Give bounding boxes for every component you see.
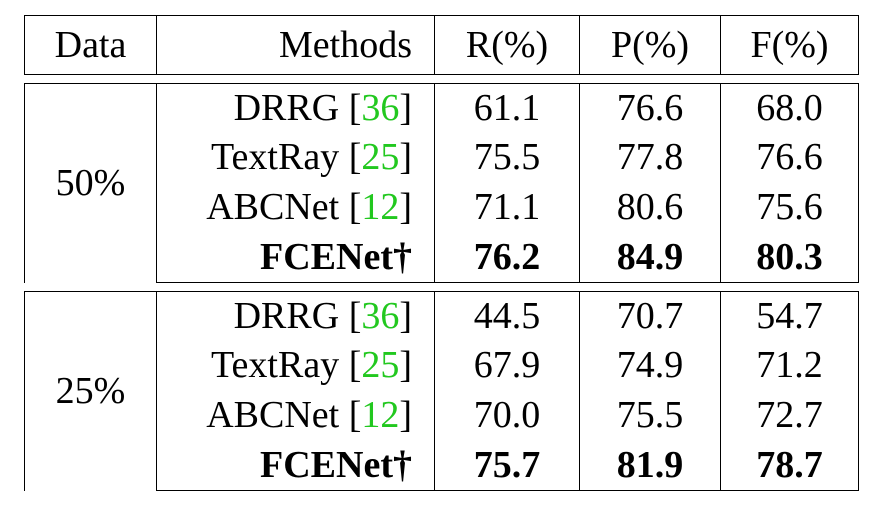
recall-value: 44.5 [434, 291, 580, 340]
recall-value: 70.0 [434, 390, 580, 440]
data-ratio: 25% [24, 291, 157, 491]
method-name: FCENet† [260, 236, 412, 278]
precision-value: 70.7 [579, 291, 721, 340]
method-name: FCENet† [260, 444, 412, 486]
fmeasure-value: 76.6 [720, 132, 859, 182]
table-row: TextRay [25] 75.5 77.8 76.6 [25, 132, 859, 182]
recall-value: 61.1 [434, 83, 580, 132]
method-cell: FCENet† [156, 232, 435, 283]
header-fmeasure: F(%) [720, 15, 859, 75]
fmeasure-value: 80.3 [720, 232, 859, 283]
fmeasure-value: 78.7 [720, 440, 859, 491]
fmeasure-value: 75.6 [720, 182, 859, 232]
citation-link[interactable]: 12 [361, 186, 400, 228]
precision-value: 80.6 [579, 182, 721, 232]
header-methods: Methods [156, 15, 435, 75]
method-cell: FCENet† [156, 440, 435, 491]
header-data: Data [24, 15, 157, 75]
precision-value: 84.9 [579, 232, 721, 283]
method-cell: TextRay [25] [156, 340, 435, 390]
header-precision: P(%) [579, 15, 721, 75]
fmeasure-value: 54.7 [720, 291, 859, 340]
citation-link[interactable]: 36 [361, 87, 400, 129]
method-name: DRRG [233, 87, 340, 129]
recall-value: 75.7 [434, 440, 580, 491]
table-row: ABCNet [12] 70.0 75.5 72.7 [25, 390, 859, 440]
table-row: FCENet† 75.7 81.9 78.7 [25, 440, 859, 491]
method-cell: DRRG [36] [156, 83, 435, 132]
table-row: FCENet† 76.2 84.9 80.3 [25, 232, 859, 283]
precision-value: 77.8 [579, 132, 721, 182]
method-name: TextRay [210, 344, 340, 386]
method-name: ABCNet [206, 394, 340, 436]
recall-value: 75.5 [434, 132, 580, 182]
citation-link[interactable]: 25 [361, 344, 400, 386]
citation-link[interactable]: 36 [361, 295, 400, 337]
method-name: TextRay [210, 136, 340, 178]
recall-value: 76.2 [434, 232, 580, 283]
method-cell: DRRG [36] [156, 291, 435, 340]
header-recall: R(%) [434, 15, 580, 75]
method-name: ABCNet [206, 186, 340, 228]
table-row: 50% DRRG [36] 61.1 76.6 68.0 [24, 83, 859, 283]
method-name: DRRG [233, 295, 340, 337]
table-row: 25% DRRG [36] 44.5 70.7 54.7 [24, 291, 859, 491]
table-row: ABCNet [12] 71.1 80.6 75.6 [25, 182, 859, 232]
method-cell: TextRay [25] [156, 132, 435, 182]
results-table: Data Methods R(%) P(%) F(%) 50% DRRG [36… [24, 15, 859, 491]
citation-link[interactable]: 12 [361, 394, 400, 436]
data-ratio: 50% [24, 83, 157, 283]
precision-value: 75.5 [579, 390, 721, 440]
method-cell: ABCNet [12] [156, 390, 435, 440]
precision-value: 76.6 [579, 83, 721, 132]
precision-value: 81.9 [579, 440, 721, 491]
method-cell: ABCNet [12] [156, 182, 435, 232]
header-row: Data Methods R(%) P(%) F(%) [24, 15, 859, 75]
fmeasure-value: 72.7 [720, 390, 859, 440]
precision-value: 74.9 [579, 340, 721, 390]
recall-value: 67.9 [434, 340, 580, 390]
table-row: TextRay [25] 67.9 74.9 71.2 [25, 340, 859, 390]
citation-link[interactable]: 25 [361, 136, 400, 178]
fmeasure-value: 68.0 [720, 83, 859, 132]
fmeasure-value: 71.2 [720, 340, 859, 390]
recall-value: 71.1 [434, 182, 580, 232]
